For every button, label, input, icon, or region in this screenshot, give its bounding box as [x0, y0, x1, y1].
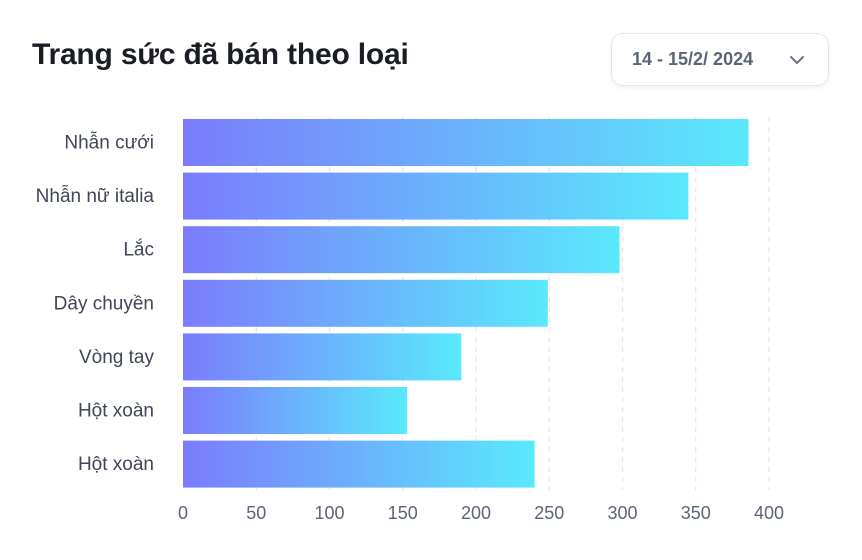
category-label: Nhẫn cưới — [64, 132, 154, 154]
x-tick-label: 100 — [314, 503, 344, 523]
bar[interactable] — [183, 119, 749, 166]
chevron-down-icon — [790, 55, 804, 64]
bar[interactable] — [183, 333, 462, 381]
chart-title: Trang sức đã bán theo loại — [32, 38, 409, 71]
bar[interactable] — [183, 279, 548, 327]
x-tick-label: 150 — [388, 503, 418, 523]
bar[interactable] — [183, 387, 408, 434]
category-label: Nhẫn nữ italia — [36, 185, 155, 207]
bar[interactable] — [183, 172, 689, 220]
category-label: Hột xoàn — [78, 454, 154, 475]
category-label: Lắc — [123, 239, 154, 261]
x-tick-label: 200 — [461, 503, 491, 523]
x-tick-label: 400 — [754, 503, 784, 523]
category-label: Dây chuyền — [54, 293, 154, 314]
x-tick-label: 0 — [178, 503, 188, 523]
category-labels: Nhẫn cưới Nhẫn nữ italia Lắc Dây chuyền Vòng… — [36, 132, 155, 476]
x-tick-label: 50 — [246, 503, 266, 523]
category-label: Vòng tay — [79, 347, 154, 368]
bar[interactable] — [183, 226, 620, 274]
date-range-dropdown[interactable]: 14 - 15/2/ 2024 — [611, 33, 829, 86]
date-range-value: 14 - 15/2/ 2024 — [632, 49, 754, 69]
bar[interactable] — [183, 440, 535, 488]
bars — [183, 119, 749, 488]
x-tick-label: 300 — [607, 503, 637, 523]
x-axis-ticks: 0 50 100 150 200 250 300 350 400 — [178, 503, 784, 523]
x-tick-label: 250 — [534, 503, 564, 523]
x-tick-label: 350 — [681, 503, 711, 523]
category-label: Hột xoàn — [78, 401, 154, 422]
